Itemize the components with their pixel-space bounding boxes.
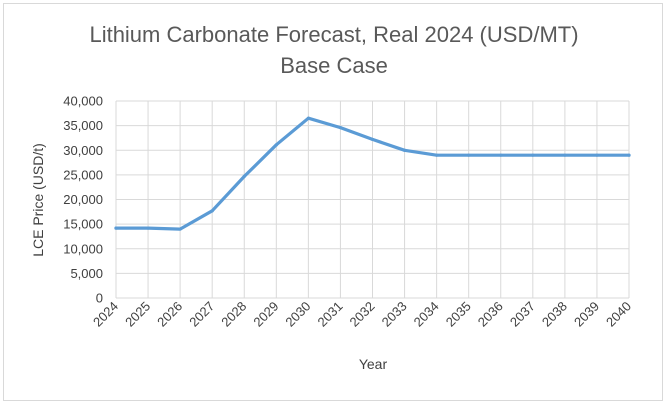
gridlines [115, 100, 630, 299]
chart-subtitle: Base Case [280, 53, 388, 78]
data-point [242, 174, 246, 178]
x-tick-label: 2026 [154, 299, 185, 330]
x-tick-label: 2024 [90, 299, 121, 330]
x-tick-label: 2037 [507, 299, 538, 330]
y-tick-label: 0 [96, 291, 103, 306]
data-point [114, 226, 118, 230]
data-point [146, 226, 150, 230]
data-point [627, 153, 631, 157]
data-point [210, 209, 214, 213]
x-tick-label: 2032 [347, 299, 378, 330]
x-tick-label: 2028 [218, 299, 249, 330]
x-tick-label: 2029 [250, 299, 281, 330]
y-tick-label: 30,000 [63, 143, 103, 158]
data-point [274, 143, 278, 147]
chart-title: Lithium Carbonate Forecast, Real 2024 (U… [89, 22, 578, 47]
x-tick-label: 2027 [186, 299, 217, 330]
series-layer [114, 116, 631, 231]
data-point [370, 137, 375, 142]
y-tick-label: 25,000 [63, 167, 103, 182]
y-tick-label: 10,000 [63, 241, 103, 256]
x-tick-label: 2038 [539, 299, 570, 330]
x-axis-tick-labels: 2024 2025 2026 2027 2028 2029 2030 2031 2032 2033… [90, 299, 634, 330]
x-tick-label: 2025 [122, 299, 153, 330]
y-axis-tick-labels: 0 5,000 10,000 15,000 20,000 25,000 30,000 35,0… [63, 94, 103, 306]
data-point [178, 227, 182, 231]
data-point [306, 116, 310, 120]
chart-frame [3, 3, 663, 401]
y-tick-label: 5,000 [70, 266, 103, 281]
data-point [402, 148, 407, 152]
x-axis-title: Year [359, 356, 388, 372]
data-point [563, 153, 567, 157]
x-tick-label: 2030 [282, 299, 313, 330]
x-tick-label: 2031 [315, 299, 346, 330]
y-axis-title: LCE Price (USD/t) [30, 143, 46, 257]
x-tick-label: 2033 [379, 299, 410, 330]
x-tick-label: 2040 [603, 299, 634, 330]
y-tick-label: 35,000 [63, 118, 103, 133]
x-tick-label: 2034 [411, 299, 442, 330]
data-point [595, 153, 599, 157]
data-point [499, 153, 503, 157]
data-point [531, 153, 535, 157]
x-tick-label: 2039 [571, 299, 602, 330]
y-tick-label: 15,000 [63, 217, 103, 232]
x-tick-label: 2036 [475, 299, 506, 330]
x-tick-label: 2035 [443, 299, 474, 330]
data-point [467, 153, 471, 157]
y-tick-label: 40,000 [63, 94, 103, 109]
data-point [435, 153, 439, 157]
data-point [338, 125, 343, 130]
y-tick-label: 20,000 [63, 192, 103, 207]
